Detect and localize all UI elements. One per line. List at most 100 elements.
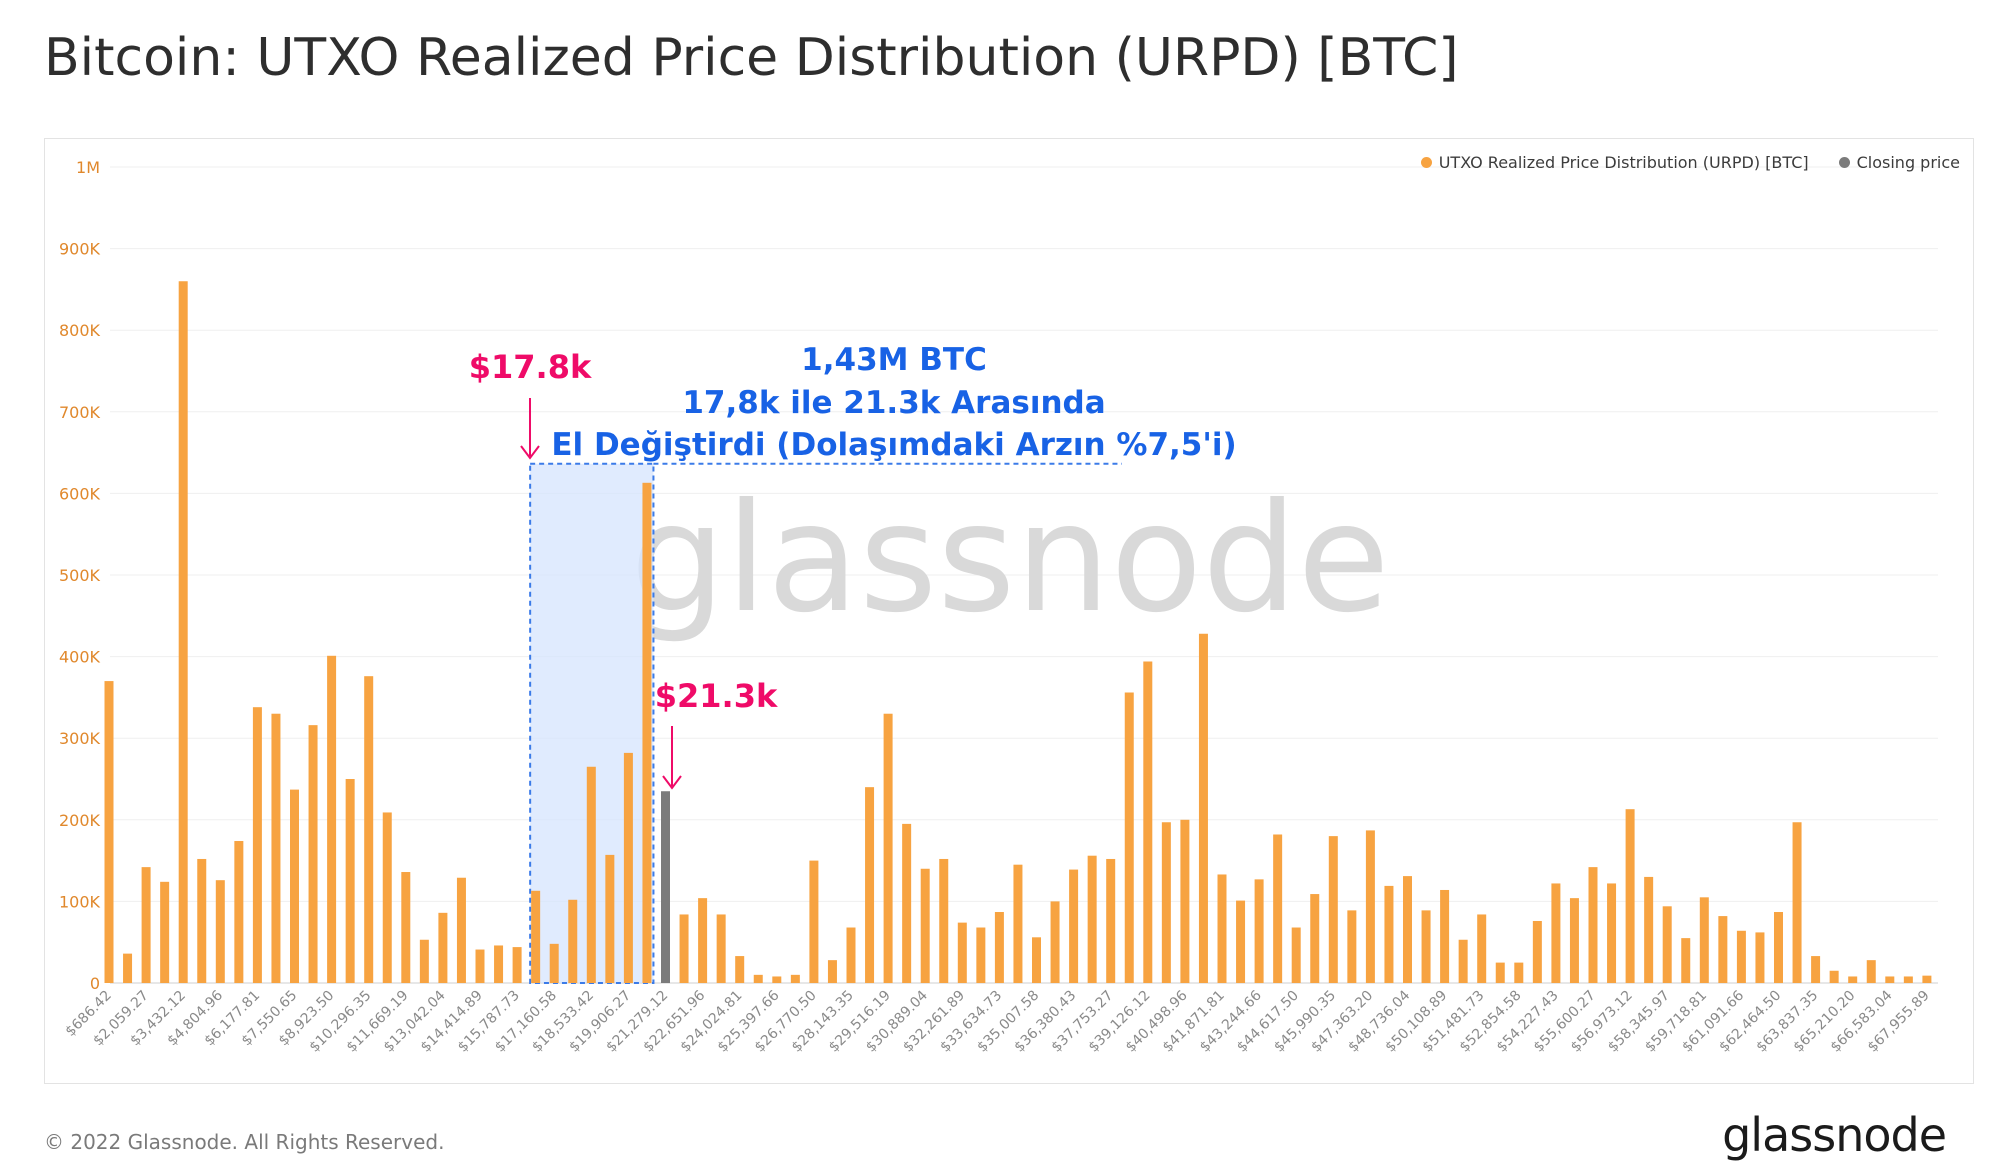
urpd-bar[interactable]	[1365, 830, 1375, 983]
urpd-bar[interactable]	[679, 914, 689, 983]
urpd-bar[interactable]	[1106, 858, 1116, 983]
urpd-bar[interactable]	[123, 953, 133, 983]
urpd-bar[interactable]	[419, 939, 429, 983]
urpd-bar[interactable]	[1477, 914, 1487, 983]
urpd-bar[interactable]	[382, 812, 392, 983]
urpd-bar[interactable]	[939, 858, 949, 983]
urpd-bar[interactable]	[1050, 901, 1060, 983]
urpd-bar[interactable]	[234, 841, 244, 983]
urpd-bar[interactable]	[1273, 834, 1283, 983]
urpd-bar[interactable]	[1347, 910, 1357, 983]
urpd-bar[interactable]	[753, 974, 763, 983]
urpd-bar[interactable]	[1922, 975, 1932, 983]
urpd-bar[interactable]	[549, 943, 559, 983]
urpd-bar[interactable]	[1161, 822, 1171, 983]
urpd-bar[interactable]	[1458, 939, 1468, 983]
urpd-bar[interactable]	[1254, 879, 1264, 983]
urpd-bar[interactable]	[1551, 883, 1561, 983]
urpd-bar[interactable]	[1384, 885, 1394, 983]
urpd-bar[interactable]	[178, 281, 188, 983]
urpd-bar[interactable]	[1198, 633, 1208, 983]
urpd-bar[interactable]	[456, 877, 466, 983]
closing-price-bar[interactable]	[661, 791, 670, 983]
urpd-bar[interactable]	[865, 787, 875, 983]
urpd-bar[interactable]	[1310, 894, 1320, 983]
legend-item-closing-price[interactable]: Closing price	[1838, 153, 1960, 172]
urpd-bar[interactable]	[364, 676, 374, 983]
urpd-bar[interactable]	[1495, 962, 1505, 983]
urpd-bar[interactable]	[1644, 876, 1654, 983]
urpd-bar[interactable]	[1792, 822, 1802, 983]
urpd-bar[interactable]	[438, 912, 448, 983]
glassnode-logo[interactable]: glassnode	[1722, 1108, 1947, 1162]
urpd-bar[interactable]	[1013, 864, 1023, 983]
urpd-bar[interactable]	[920, 868, 930, 983]
urpd-bar[interactable]	[568, 899, 578, 983]
urpd-bar[interactable]	[1569, 898, 1579, 983]
urpd-bar[interactable]	[1087, 855, 1097, 983]
urpd-bar[interactable]	[1217, 874, 1227, 983]
urpd-bar[interactable]	[809, 860, 819, 983]
urpd-bar[interactable]	[605, 854, 615, 983]
urpd-bar[interactable]	[308, 725, 318, 983]
urpd-bar[interactable]	[1069, 869, 1079, 983]
urpd-bar[interactable]	[327, 655, 337, 983]
urpd-bar[interactable]	[976, 927, 986, 983]
urpd-bar[interactable]	[1421, 910, 1431, 983]
urpd-bar[interactable]	[1885, 976, 1895, 983]
urpd-bar[interactable]	[1236, 900, 1246, 983]
urpd-bar[interactable]	[160, 881, 170, 983]
urpd-bar[interactable]	[197, 858, 207, 983]
urpd-bar[interactable]	[1124, 692, 1134, 983]
urpd-bar[interactable]	[1588, 867, 1598, 983]
urpd-bar[interactable]	[1143, 661, 1153, 983]
urpd-bar[interactable]	[1180, 819, 1190, 983]
urpd-bar[interactable]	[494, 945, 504, 983]
urpd-bar[interactable]	[1903, 976, 1913, 983]
urpd-bar[interactable]	[1774, 912, 1783, 983]
urpd-bar[interactable]	[790, 974, 800, 983]
urpd-bar[interactable]	[883, 713, 893, 983]
urpd-bar[interactable]	[1607, 883, 1617, 983]
urpd-bar[interactable]	[1718, 916, 1728, 983]
urpd-bar[interactable]	[1440, 889, 1450, 983]
urpd-bar[interactable]	[1866, 960, 1876, 983]
urpd-bar[interactable]	[1736, 930, 1746, 983]
urpd-bar[interactable]	[994, 912, 1004, 983]
urpd-bar[interactable]	[698, 898, 708, 983]
urpd-bar[interactable]	[104, 681, 114, 983]
urpd-bar[interactable]	[290, 789, 299, 983]
urpd-bar[interactable]	[252, 707, 262, 983]
urpd-bar[interactable]	[642, 482, 652, 983]
urpd-bar[interactable]	[1848, 976, 1858, 983]
urpd-bar[interactable]	[1681, 938, 1691, 983]
urpd-bar[interactable]	[1829, 970, 1839, 983]
urpd-bar[interactable]	[846, 927, 856, 983]
urpd-bar[interactable]	[215, 880, 225, 983]
urpd-bar[interactable]	[1662, 906, 1672, 983]
urpd-bar[interactable]	[141, 867, 151, 983]
urpd-bar[interactable]	[345, 779, 355, 983]
urpd-bar[interactable]	[1032, 937, 1041, 983]
urpd-bar[interactable]	[1403, 876, 1412, 983]
urpd-bar[interactable]	[512, 947, 522, 983]
urpd-bar[interactable]	[1514, 962, 1524, 983]
urpd-bar[interactable]	[1291, 927, 1301, 983]
urpd-bar[interactable]	[475, 949, 485, 983]
urpd-bar[interactable]	[271, 713, 281, 983]
urpd-bar[interactable]	[827, 960, 837, 983]
urpd-bar[interactable]	[531, 890, 541, 983]
urpd-bar[interactable]	[1699, 897, 1709, 983]
urpd-bar[interactable]	[1328, 836, 1338, 983]
legend-item-urpd[interactable]: UTXO Realized Price Distribution (URPD) …	[1420, 153, 1809, 172]
urpd-bar[interactable]	[716, 914, 726, 983]
urpd-bar[interactable]	[735, 956, 745, 983]
urpd-bar[interactable]	[586, 766, 596, 983]
urpd-bar[interactable]	[957, 922, 967, 983]
urpd-bar[interactable]	[1625, 809, 1635, 983]
urpd-bar[interactable]	[1811, 956, 1821, 983]
urpd-bar[interactable]	[401, 872, 411, 983]
urpd-bar[interactable]	[772, 976, 782, 983]
urpd-bar[interactable]	[623, 752, 633, 983]
urpd-bar[interactable]	[1755, 932, 1765, 983]
